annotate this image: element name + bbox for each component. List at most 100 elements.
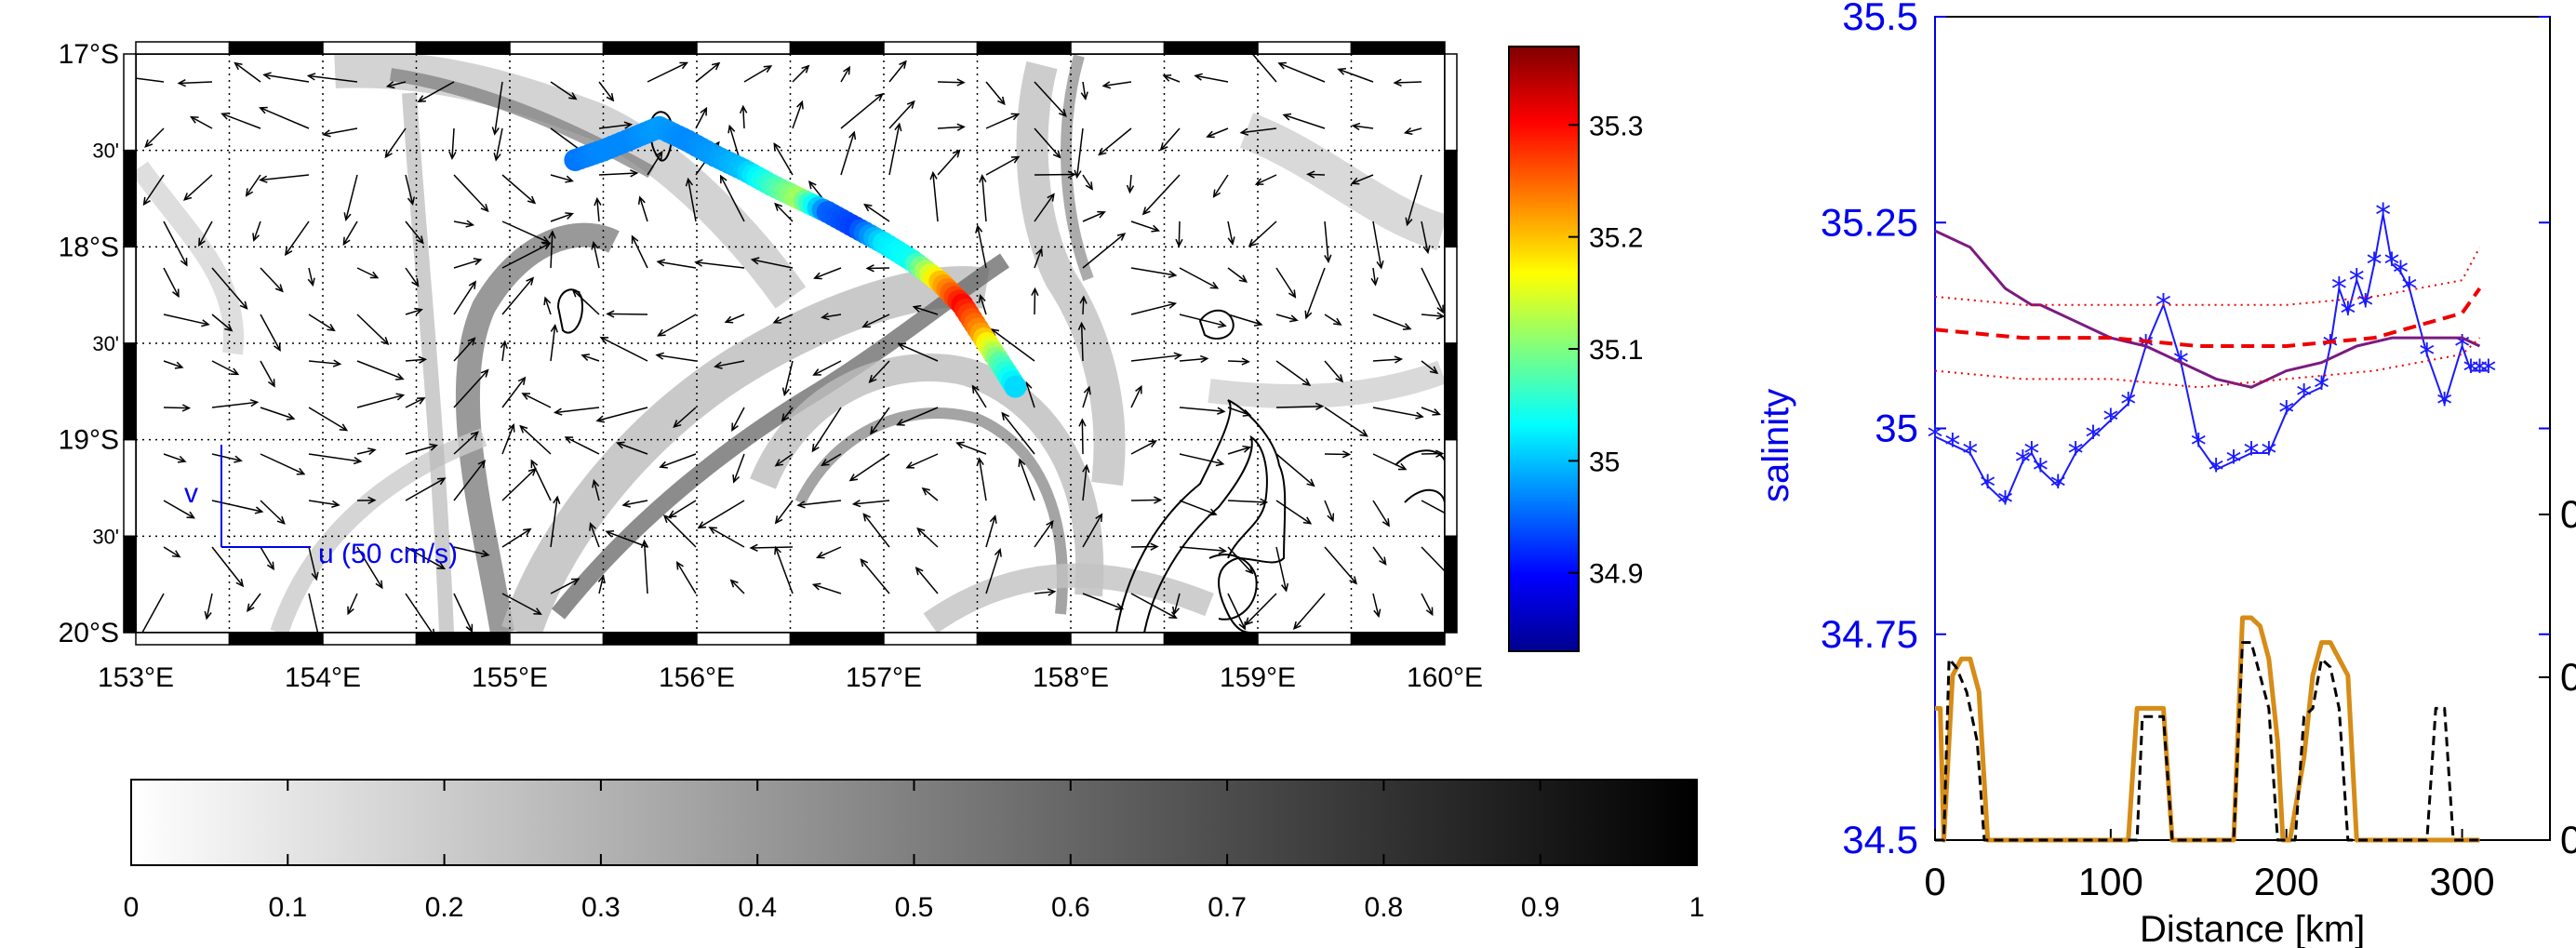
vector-arrow-shaft xyxy=(1372,500,1390,527)
vector-arrow-shaft xyxy=(550,174,573,182)
vector-arrow-shaft xyxy=(709,527,745,548)
vector-arrow-shaft xyxy=(405,308,422,315)
vector-arrow-shaft xyxy=(774,547,794,594)
vector-arrow-shaft xyxy=(211,314,233,331)
vector-arrow-shaft xyxy=(501,341,506,362)
vector-arrow-shaft xyxy=(550,325,556,362)
shading-band xyxy=(402,92,454,633)
vector-arrow-shaft xyxy=(860,558,890,594)
vector-arrow-head xyxy=(550,323,558,333)
vector-arrow-shaft xyxy=(1034,127,1061,158)
vector-arrow-shaft xyxy=(1251,54,1277,83)
frame-segment xyxy=(789,41,885,55)
vector-arrow-shaft xyxy=(676,562,697,594)
vector-arrow-shaft xyxy=(658,260,697,269)
vector-arrow-head xyxy=(234,61,243,71)
vector-arrow-head xyxy=(470,431,479,440)
vector-arrow-head xyxy=(860,558,869,567)
vector-arrow-head xyxy=(1432,408,1442,416)
y-axis-label: salinity xyxy=(1755,389,1796,502)
vector-arrow-shaft xyxy=(405,477,446,501)
vector-arrow-head xyxy=(1370,277,1379,287)
vector-arrow-head xyxy=(731,422,739,433)
vector-arrow-shaft xyxy=(405,546,445,569)
frame-segment xyxy=(228,41,324,55)
vector-arrow-shaft xyxy=(1099,127,1132,155)
series-line-red-dot-lower xyxy=(1934,337,2481,389)
map-x-tick-label: 153°E xyxy=(98,662,174,693)
frame-segment xyxy=(1444,53,1458,152)
vector-arrow-head xyxy=(727,124,736,134)
series-point-star: * xyxy=(2068,435,2084,473)
colorbar-tick-label: 0.4 xyxy=(738,892,777,923)
vector-arrow-head xyxy=(1148,440,1157,447)
vector-arrow-head xyxy=(749,543,758,552)
vector-arrow-shaft xyxy=(593,480,600,501)
vector-arrow-head xyxy=(623,121,634,129)
vector-key-v-label: v xyxy=(184,478,198,509)
frame-segment xyxy=(1444,535,1458,634)
vector-arrow-shaft xyxy=(260,453,305,475)
vector-arrow-shaft xyxy=(356,267,379,279)
vector-arrow-head xyxy=(322,129,331,138)
vector-arrow-shaft xyxy=(308,314,335,331)
series-point-star: * xyxy=(2296,378,2312,415)
vector-arrow-shaft xyxy=(519,425,552,455)
series-point-star: * xyxy=(2023,435,2039,473)
vector-arrow-shaft xyxy=(733,453,745,483)
vector-arrow-shaft xyxy=(1293,593,1326,630)
vector-arrow-shaft xyxy=(1421,220,1429,253)
vector-arrow-head xyxy=(407,196,416,206)
probability-colorbar-ticks: 0 0.1 0.2 0.3 0.4 0.5 0.6 0.7 0.8 0.9 1 xyxy=(124,780,1704,923)
vector-arrow-head xyxy=(1080,91,1088,100)
series-point-star: * xyxy=(1962,435,1978,473)
vector-arrow-shaft xyxy=(453,338,475,362)
vector-arrow-shaft xyxy=(862,314,890,328)
vector-arrow-shaft xyxy=(260,174,310,181)
vector-arrow-shaft xyxy=(870,407,890,434)
vector-arrow-shaft xyxy=(405,358,426,362)
series-point-star: * xyxy=(2243,435,2259,473)
vector-arrow-shaft xyxy=(501,424,514,455)
vector-arrow-shaft xyxy=(1179,357,1208,362)
vector-arrow-shaft xyxy=(136,77,165,83)
vector-arrow-shaft xyxy=(1256,174,1277,185)
vector-arrow-shaft xyxy=(658,314,697,337)
series-point-star: * xyxy=(2349,262,2365,300)
vector-arrow-shaft xyxy=(405,445,437,455)
frame-segment xyxy=(976,41,1072,55)
series-point-star: * xyxy=(2480,354,2496,391)
vector-arrow-head xyxy=(656,259,666,267)
map-x-tick-label: 157°E xyxy=(846,662,922,693)
vector-arrow-head xyxy=(796,501,806,509)
vector-arrow-shaft xyxy=(453,460,486,501)
vector-arrow-shaft xyxy=(792,65,809,83)
vector-arrow-shaft xyxy=(501,593,541,615)
vector-arrow-shaft xyxy=(663,514,697,548)
frame-segment xyxy=(602,41,698,55)
colorbar-tick-label: 0.9 xyxy=(1521,892,1560,923)
vector-arrow-shaft xyxy=(864,204,890,222)
vector-arrow-shaft xyxy=(191,116,213,129)
vector-arrow-shaft xyxy=(405,220,424,244)
vector-arrow-shaft xyxy=(792,101,803,129)
vector-arrow-head xyxy=(249,398,260,407)
vector-arrow-head xyxy=(142,196,151,207)
vector-arrow-shaft xyxy=(163,546,180,558)
vector-arrow-head xyxy=(1215,459,1225,467)
vector-arrow-head xyxy=(172,288,180,299)
vector-arrow-head xyxy=(274,284,284,293)
vector-arrow-head xyxy=(821,313,830,321)
frame-segment xyxy=(415,41,511,55)
vector-arrow-shaft xyxy=(1025,382,1035,408)
vector-arrow-head xyxy=(1359,429,1368,437)
reef-contour xyxy=(1198,309,1235,340)
vector-arrow-head xyxy=(1095,513,1103,522)
vector-arrow-shaft xyxy=(1421,500,1445,514)
vector-arrow-shaft xyxy=(384,127,407,158)
vector-arrow-head xyxy=(662,514,672,524)
vector-arrow-shaft xyxy=(1324,546,1357,584)
vector-arrow-head xyxy=(201,319,210,327)
vector-arrow-head xyxy=(171,550,181,558)
series-point-star: * xyxy=(2191,427,2207,464)
